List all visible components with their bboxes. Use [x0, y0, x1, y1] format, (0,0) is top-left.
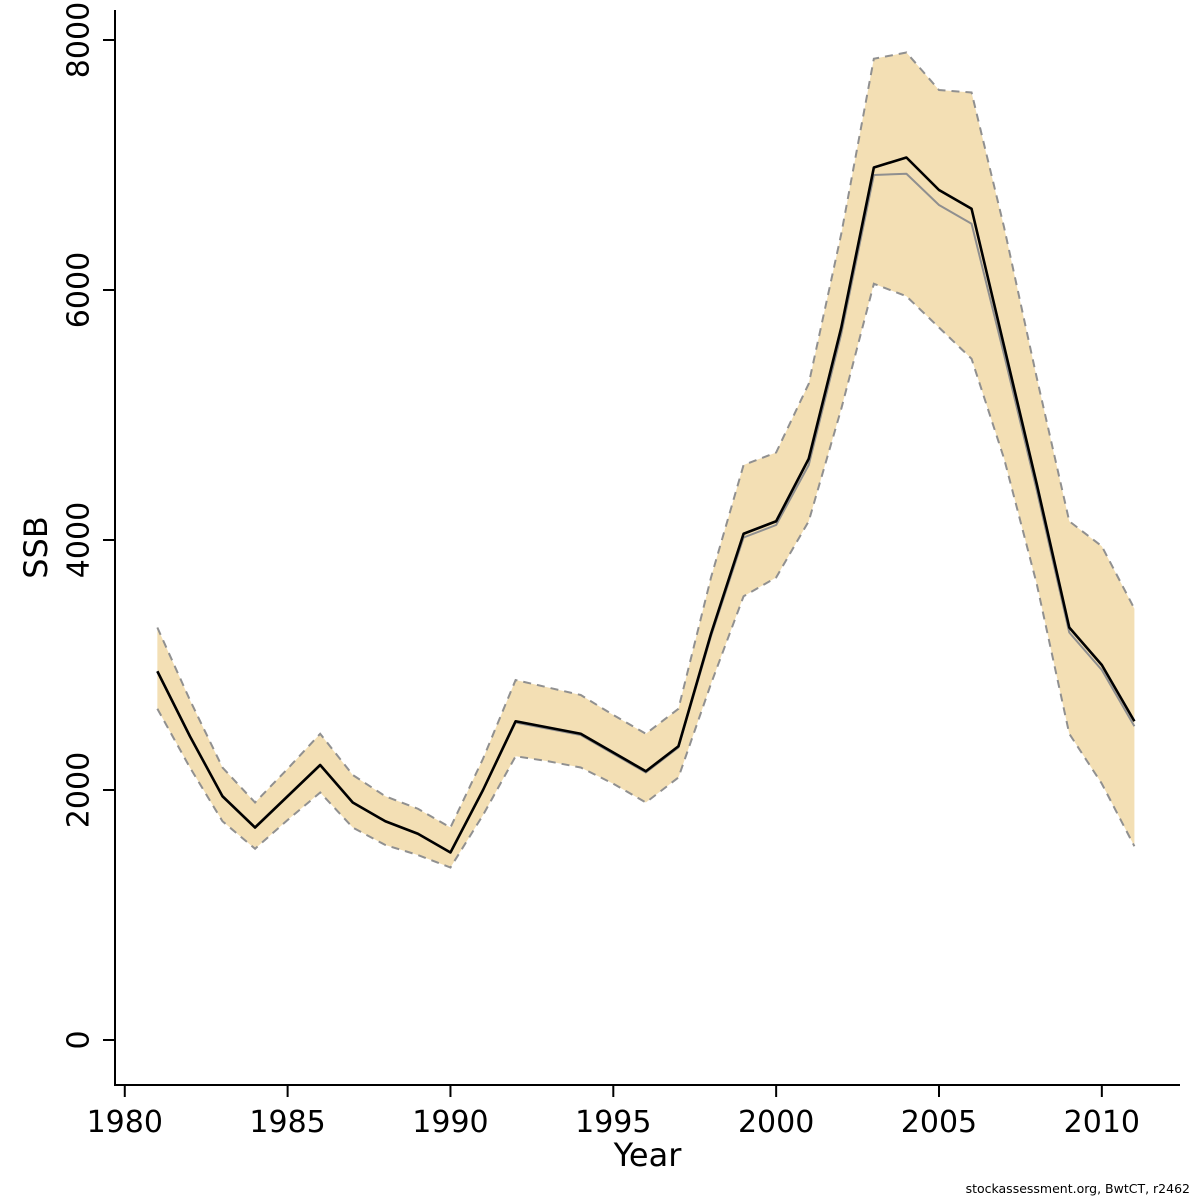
x-axis-tick-label: 2000	[738, 1105, 814, 1140]
x-axis-tick-label: 1995	[575, 1105, 651, 1140]
x-axis-tick-label: 2005	[901, 1105, 977, 1140]
x-axis-tick-label: 1980	[87, 1105, 163, 1140]
axes-frame	[114, 10, 1180, 1086]
y-axis-tick-label: 6000	[62, 252, 97, 328]
confidence-upper-line	[156, 51, 1136, 829]
y-axis-tick-label: 0	[62, 1030, 97, 1049]
footer-attribution: stockassessment.org, BwtCT, r2462	[965, 1181, 1190, 1196]
x-axis-tick-label: 2010	[1064, 1105, 1140, 1140]
y-axis-tick-label: 4000	[62, 502, 97, 578]
y-axis-tick-label: 2000	[62, 752, 97, 828]
x-axis-tick-label: 1990	[412, 1105, 488, 1140]
confidence-band	[157, 52, 1135, 868]
x-axis-tick-label: 1985	[249, 1105, 325, 1140]
confidence-lower-line	[156, 282, 1136, 869]
y-axis-tick-label: 8000	[62, 2, 97, 78]
y-axis-title: SSB	[17, 516, 55, 579]
estimate-line	[156, 156, 1136, 854]
x-axis-title: Year	[613, 1136, 683, 1174]
